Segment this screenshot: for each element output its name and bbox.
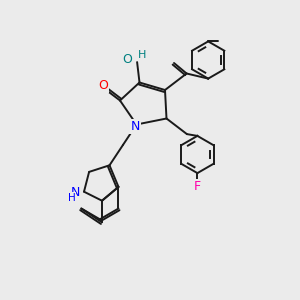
Text: N: N xyxy=(71,186,80,199)
Text: H: H xyxy=(138,50,147,60)
Text: F: F xyxy=(194,180,201,194)
Text: O: O xyxy=(123,53,132,66)
Text: N: N xyxy=(130,120,140,134)
Text: O: O xyxy=(99,79,108,92)
Text: H: H xyxy=(68,193,75,203)
